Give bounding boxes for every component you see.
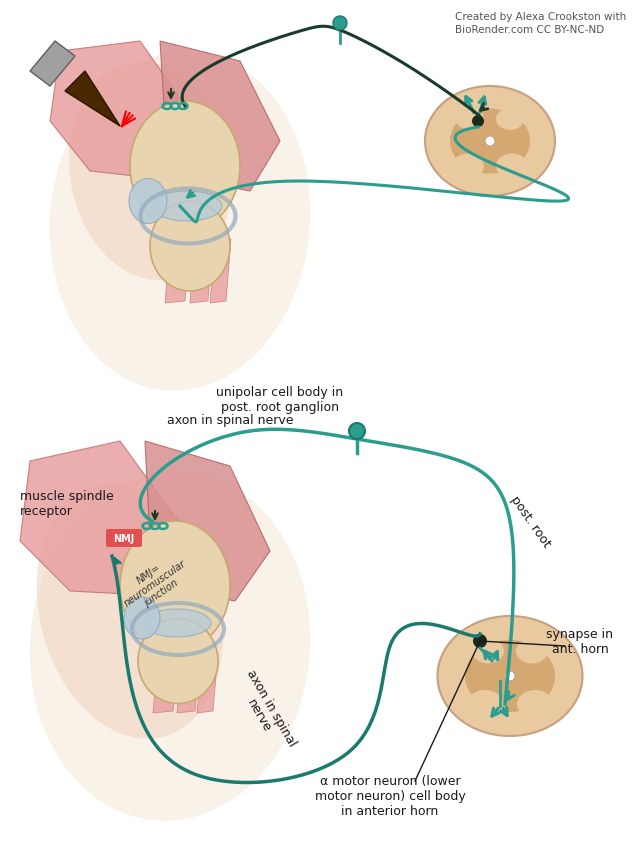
Polygon shape [145,442,270,601]
Ellipse shape [50,53,310,391]
Polygon shape [197,654,218,713]
Ellipse shape [472,639,504,664]
Ellipse shape [465,641,555,712]
Ellipse shape [150,201,230,292]
Ellipse shape [496,108,524,131]
Text: unipolar cell body in
post. root ganglion: unipolar cell body in post. root ganglio… [216,386,344,413]
Text: Created by Alexa Crookston with
BioRender.com CC BY-NC-ND: Created by Alexa Crookston with BioRende… [455,12,627,35]
Circle shape [473,635,487,648]
Circle shape [505,672,515,681]
Text: axon in spinal
nerve: axon in spinal nerve [231,666,299,756]
Polygon shape [65,72,120,127]
Polygon shape [50,42,210,182]
Text: muscle spindle
receptor: muscle spindle receptor [20,489,114,517]
Circle shape [333,17,347,31]
Ellipse shape [138,619,218,703]
Ellipse shape [69,63,231,281]
Polygon shape [30,42,75,87]
Circle shape [485,137,495,147]
Ellipse shape [129,179,167,224]
FancyBboxPatch shape [106,530,142,548]
Circle shape [349,424,365,439]
Ellipse shape [456,108,484,131]
Ellipse shape [124,598,160,639]
Ellipse shape [29,472,310,821]
Text: NMJ: NMJ [113,533,134,543]
Polygon shape [153,654,178,713]
Polygon shape [190,239,213,304]
Ellipse shape [496,154,528,179]
Ellipse shape [438,616,582,736]
Ellipse shape [36,484,223,739]
Ellipse shape [152,192,222,222]
Polygon shape [165,239,190,304]
Text: α motor neuron (lower
motor neuron) cell body
in anterior horn: α motor neuron (lower motor neuron) cell… [315,775,465,818]
Ellipse shape [425,87,555,197]
Ellipse shape [120,522,230,651]
Polygon shape [20,442,200,597]
Text: synapse in
ant. horn: synapse in ant. horn [547,628,614,655]
Circle shape [472,116,484,127]
Text: post. root: post. root [508,493,553,549]
Ellipse shape [450,109,530,174]
Ellipse shape [467,691,503,718]
Ellipse shape [517,691,553,718]
Ellipse shape [452,154,484,179]
Ellipse shape [130,102,240,232]
Text: NMJ=
neuromuscular
junction: NMJ= neuromuscular junction [115,548,195,618]
Ellipse shape [516,639,548,664]
Polygon shape [177,654,200,713]
Polygon shape [160,42,280,192]
Ellipse shape [143,610,211,637]
Polygon shape [210,239,231,304]
Text: axon in spinal nerve: axon in spinal nerve [167,413,293,426]
